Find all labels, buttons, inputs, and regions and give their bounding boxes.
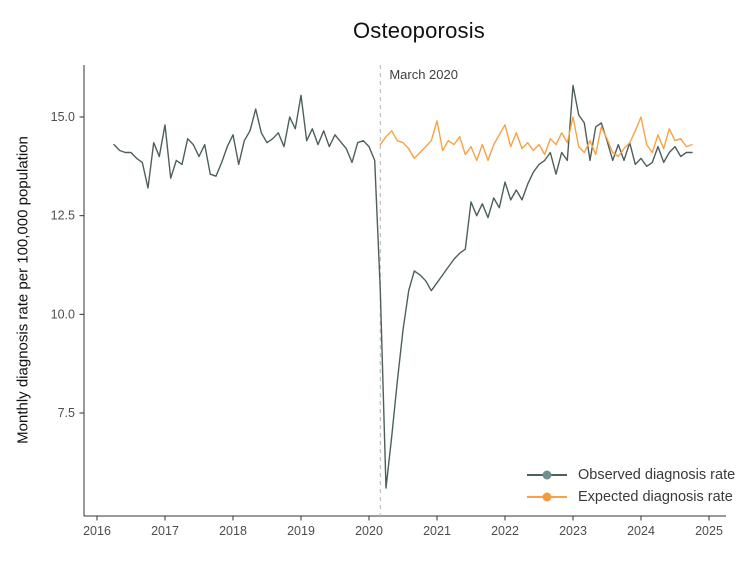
legend-label-observed: Observed diagnosis rate [578,467,736,483]
legend-item-observed: Observed diagnosis rate [527,464,735,486]
x-tick-label: 2016 [83,524,111,538]
y-tick-label: 10.0 [51,307,75,321]
legend-label-expected: Expected diagnosis rate [578,489,733,505]
x-tick-label: 2017 [151,524,179,538]
chart-title: Osteoporosis [352,18,485,43]
x-tick-label: 2020 [355,524,383,538]
x-tick-label: 2022 [491,524,519,538]
expected-point-icon [542,492,552,502]
legend-item-expected: Expected diagnosis rate [527,486,735,508]
observed-line-swatch [527,470,567,480]
x-tick-label: 2021 [423,524,451,538]
refline-annotation: March 2020 [389,67,458,82]
y-tick-label: 7.5 [58,406,75,420]
x-tick-label: 2024 [627,524,655,538]
expected-line [379,116,693,162]
x-tick-label: 2019 [287,524,315,538]
x-tick-label: 2023 [559,524,587,538]
legend: Observed diagnosis rate Expected diagnos… [527,464,735,508]
y-tick-label: 12.5 [51,209,75,223]
observed-line [113,84,693,489]
y-tick-label: 15.0 [51,110,75,124]
x-tick-label: 2018 [219,524,247,538]
observed-point-icon [542,470,552,480]
x-tick-label: 2025 [695,524,723,538]
expected-line-swatch [527,492,567,502]
